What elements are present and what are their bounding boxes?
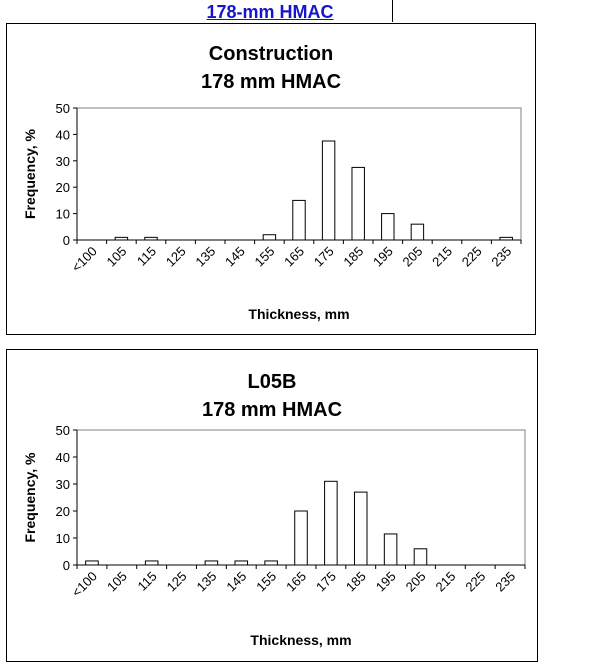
x-tick-label: 135 [192, 244, 218, 270]
bar [413, 548, 428, 566]
x-tick-label: 175 [311, 244, 337, 270]
bar [381, 213, 395, 241]
x-tick-label: 225 [462, 569, 488, 595]
bar [410, 223, 425, 241]
x-axis-title: Thickness, mm [250, 632, 351, 648]
x-tick-label: 215 [433, 569, 459, 595]
chart-subtitle: 178 mm HMAC [201, 399, 343, 421]
x-tick-label: 155 [252, 244, 278, 270]
y-tick-label: 20 [56, 504, 70, 519]
x-tick-label: 105 [104, 244, 130, 270]
x-tick-label: 195 [370, 244, 396, 270]
bar [294, 510, 308, 566]
y-tick-label: 40 [56, 127, 70, 142]
x-tick-label: 125 [164, 569, 190, 595]
x-tick-label: 135 [194, 569, 220, 595]
x-tick-label: 115 [134, 244, 159, 269]
bar [383, 533, 398, 566]
x-tick-label: 195 [373, 569, 399, 595]
x-tick-label: 175 [313, 569, 339, 595]
top-heading-link[interactable]: 178-mm HMAC [160, 0, 380, 22]
x-tick-label: 105 [104, 569, 130, 595]
chart-title: Construction [208, 43, 334, 65]
y-tick-label: 10 [56, 207, 70, 222]
x-tick-label: <100 [69, 569, 100, 600]
chart-panel-l05b: L05B 178 mm HMAC 0 10 20 30 40 50 <100 105 115 12… [6, 349, 538, 662]
bar [262, 234, 277, 241]
x-tick-label: 235 [488, 244, 514, 270]
chart-title: L05B [247, 371, 297, 393]
chart-panel-construction: Construction 178 mm HMAC 0 10 20 30 40 50 <100… [6, 23, 536, 335]
x-tick-label: 205 [403, 569, 429, 595]
x-tick-label: 205 [400, 244, 426, 270]
bar [144, 236, 158, 241]
bar [321, 140, 336, 241]
y-tick-label: 30 [56, 154, 70, 169]
bar [353, 491, 368, 566]
x-tick-label: 185 [340, 244, 366, 270]
divider-tick [392, 0, 393, 22]
y-tick-label: 10 [56, 531, 70, 546]
bar [114, 236, 129, 241]
chart-subtitle: 178 mm HMAC [200, 71, 342, 93]
y-tick-label: 50 [56, 423, 70, 438]
y-tick-label: 50 [56, 101, 70, 116]
bar [324, 480, 338, 566]
bar [204, 560, 219, 566]
x-tick-label: 165 [283, 569, 309, 595]
bar [351, 166, 365, 241]
y-tick-label: 40 [56, 450, 70, 465]
x-tick-label: 225 [459, 244, 485, 270]
bar [499, 236, 513, 241]
bar [144, 560, 159, 566]
x-tick-label: 215 [429, 244, 455, 270]
x-tick-label: <100 [69, 244, 100, 275]
bar [234, 560, 249, 566]
y-axis-title: Frequency, % [22, 452, 38, 543]
x-tick-label: 185 [343, 569, 369, 595]
bar [292, 199, 306, 241]
x-tick-label: 155 [253, 569, 279, 595]
bar [264, 560, 278, 566]
x-tick-label: 145 [223, 569, 249, 595]
bar [85, 560, 99, 566]
x-tick-label: 145 [222, 244, 248, 270]
y-tick-label: 0 [63, 233, 70, 248]
y-axis-title: Frequency, % [22, 128, 38, 219]
x-tick-label: 125 [163, 244, 189, 270]
y-tick-label: 20 [56, 180, 70, 195]
x-tick-label: 165 [281, 244, 307, 270]
y-tick-label: 0 [63, 558, 70, 573]
y-tick-label: 30 [56, 477, 70, 492]
x-tick-label: 115 [135, 569, 160, 594]
x-tick-label: 235 [492, 569, 518, 595]
x-axis-title: Thickness, mm [248, 306, 349, 322]
